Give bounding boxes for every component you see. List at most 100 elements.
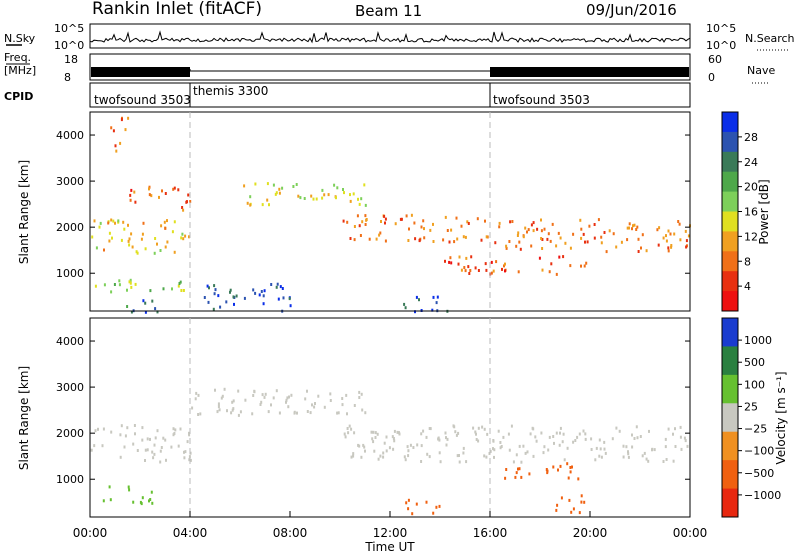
range-cell: [460, 224, 463, 228]
range-cell: [132, 500, 135, 504]
range-cell: [353, 238, 356, 242]
range-cell: [178, 282, 181, 285]
range-cell: [131, 245, 134, 249]
range-cell: [226, 409, 228, 413]
range-cell: [687, 234, 690, 238]
range-cell: [148, 499, 150, 503]
range-cell: [490, 260, 493, 264]
range-cell: [197, 413, 200, 416]
range-cell: [110, 126, 113, 130]
colorbar-segment: [722, 112, 738, 133]
range-cell: [151, 501, 154, 505]
range-cell: [214, 388, 216, 392]
range-cell: [164, 192, 167, 195]
range-cell: [502, 435, 505, 439]
nsky-tick-top: 10^5: [54, 22, 84, 35]
range-cell: [353, 431, 356, 435]
x-tick-label: 16:00: [473, 526, 508, 540]
range-cell: [107, 221, 110, 225]
range-cell: [370, 430, 373, 434]
range-cell: [154, 237, 157, 240]
range-cell: [179, 427, 182, 431]
range-cell: [398, 431, 400, 435]
range-cell: [166, 219, 168, 223]
range-cell: [118, 283, 121, 287]
range-cell: [399, 217, 402, 221]
range-cell: [555, 431, 558, 435]
range-cell: [529, 432, 532, 436]
range-cell: [462, 451, 465, 455]
colorbar-segment: [722, 151, 738, 173]
range-cell: [465, 460, 468, 464]
range-cell: [120, 238, 123, 242]
range-cell: [194, 397, 197, 401]
range-cell: [636, 225, 639, 229]
range-cell: [637, 237, 640, 241]
range-cell: [685, 239, 688, 243]
range-cell: [150, 194, 153, 198]
range-cell: [599, 447, 602, 451]
range-cell: [270, 283, 273, 286]
x-tick-label: 20:00: [573, 526, 608, 540]
range-cell: [684, 439, 687, 443]
range-cell: [503, 264, 505, 268]
range-cell: [426, 452, 429, 456]
range-cell: [170, 445, 173, 449]
range-cell: [524, 226, 527, 230]
range-cell: [665, 234, 667, 238]
range-cell: [499, 446, 502, 450]
range-cell: [120, 424, 123, 428]
range-cell: [343, 191, 345, 195]
range-cell: [464, 269, 467, 273]
range-cell: [501, 267, 503, 271]
range-cell: [182, 208, 185, 212]
range-cell: [532, 454, 535, 458]
range-cell: [349, 237, 352, 240]
range-cell: [512, 460, 515, 464]
colorbar-segment: [722, 251, 738, 272]
range-cell: [477, 439, 480, 443]
colorbar-segment: [722, 318, 738, 347]
range-cell: [653, 448, 656, 452]
range-cell: [130, 188, 133, 192]
range-cell: [274, 192, 277, 196]
range-cell: [262, 294, 265, 298]
range-cell: [548, 270, 551, 274]
cpid-panel: CPID twofsound 3503 themis 3300 twofsoun…: [4, 82, 691, 108]
range-cell: [407, 449, 410, 453]
range-cell: [323, 193, 326, 197]
colorbar-tick-label: 16: [744, 206, 758, 219]
range-cell: [346, 427, 349, 430]
range-cell: [212, 307, 215, 311]
range-cell: [109, 498, 112, 502]
range-cell: [498, 221, 501, 225]
range-cell: [522, 444, 525, 448]
range-cell: [364, 449, 366, 453]
range-cell: [462, 446, 465, 450]
range-cell: [282, 296, 285, 300]
range-cell: [189, 200, 192, 203]
range-cell: [365, 218, 368, 221]
range-cell: [495, 260, 498, 264]
range-cell: [127, 239, 130, 243]
range-cell: [674, 427, 676, 431]
colorbar-tick-label: 20: [744, 181, 758, 194]
range-cell: [511, 220, 514, 223]
range-cell: [275, 191, 278, 195]
range-cell: [94, 284, 97, 288]
range-cell: [545, 468, 548, 471]
range-cell: [484, 219, 486, 223]
range-cell: [127, 485, 130, 489]
colorbar-tick-label: 100: [744, 378, 765, 391]
range-cell: [179, 280, 182, 284]
range-cell: [580, 500, 583, 504]
range-cell: [252, 288, 255, 292]
range-cell: [188, 455, 191, 459]
range-cell: [548, 435, 551, 439]
range-cell: [555, 244, 558, 248]
range-cell: [112, 129, 115, 133]
range-cell: [407, 498, 410, 502]
range-cell: [645, 457, 648, 461]
range-cell: [173, 250, 176, 254]
range-cell: [158, 195, 160, 199]
